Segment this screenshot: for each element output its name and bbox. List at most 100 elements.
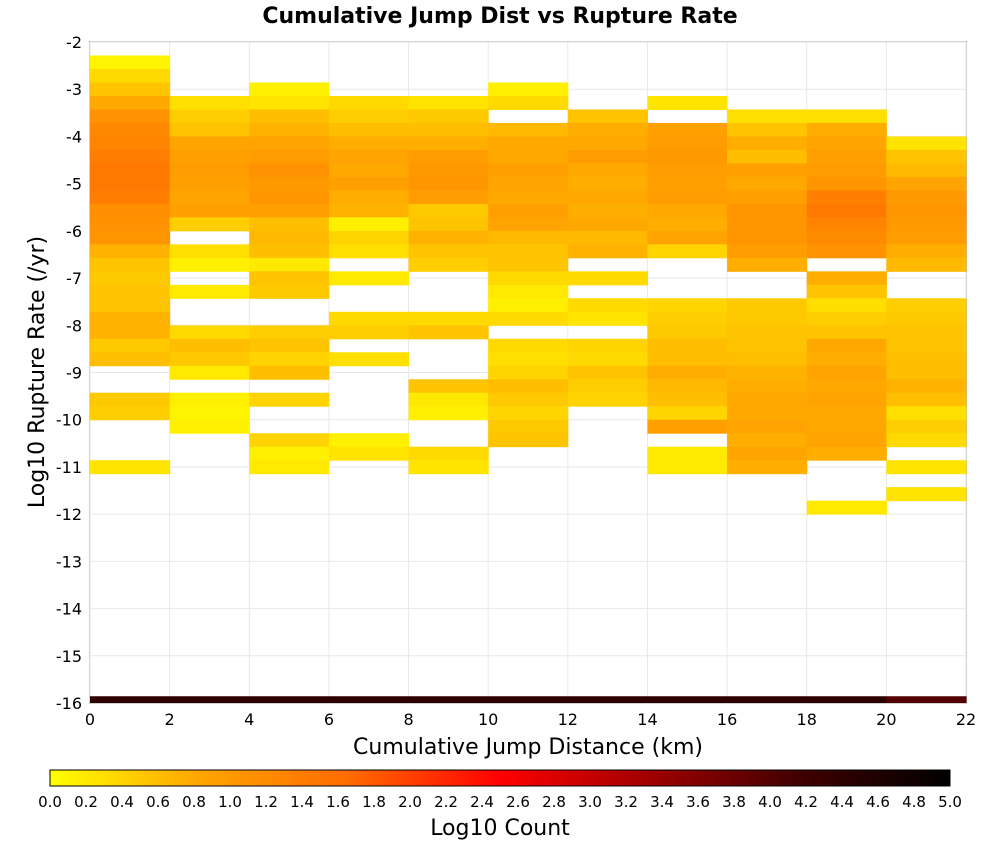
heatmap-cell [488,311,569,326]
x-tick-label: 14 [637,710,657,729]
heatmap-cell [408,122,489,137]
heatmap-cell [647,176,728,191]
heatmap-cell [249,325,330,340]
heatmap-cell [328,244,410,259]
heatmap-cell [169,203,250,218]
x-tick-label: 0 [85,710,95,729]
x-tick-label: 20 [876,710,896,729]
heatmap-cell [90,230,171,245]
heatmap-cell [567,392,648,407]
heatmap-cell [886,190,967,205]
heatmap-cell [567,696,648,703]
heatmap-cell [886,379,967,394]
heatmap-cell [647,244,728,259]
heatmap-cell [328,433,410,448]
colorbar-tick-label: 3.2 [614,793,638,811]
y-tick-label: -2 [66,33,82,52]
heatmap-cell [169,406,250,421]
heatmap-cell [727,298,808,313]
heatmap-cell [567,271,648,286]
heatmap-cell [647,406,728,421]
heatmap-cell [886,338,967,353]
heatmap-cell [249,122,330,137]
heatmap-cell [488,298,569,313]
heatmap-cell [90,203,171,218]
colorbar-tick-label: 1.6 [326,793,350,811]
heatmap-cell [727,392,808,407]
heatmap-cell [249,696,330,703]
heatmap-cell [727,244,808,259]
heatmap-cell [488,163,569,178]
colorbar-tick-label: 4.0 [758,793,782,811]
heatmap-cell [727,203,808,218]
heatmap-cell [647,338,728,353]
heatmap-cell [488,82,569,97]
heatmap-cell [408,460,489,475]
heatmap-cell [647,122,728,137]
heatmap-cell [90,244,171,259]
heatmap-cell [249,82,330,97]
heatmap-cell [806,352,887,367]
colorbar-tick-label: 1.2 [254,793,278,811]
heatmap-cell [567,365,648,380]
heatmap-cell [727,352,808,367]
colorbar-label: Log10 Count [430,816,570,841]
heatmap-cell [90,338,171,353]
colorbar-tick-label: 0.8 [182,793,206,811]
heatmap-cell [90,68,171,83]
heatmap-cell [408,311,489,326]
heatmap-cell [90,460,171,475]
colorbar-tick-label: 1.8 [362,793,386,811]
heatmap-cell [567,217,648,232]
heatmap-cell [886,406,967,421]
heatmap-cell [328,136,410,151]
heatmap-cell [328,446,410,461]
heatmap-cell [328,217,410,232]
colorbar-tick-label: 1.0 [218,793,242,811]
heatmap-cell [886,257,967,272]
heatmap-cell [169,244,250,259]
y-tick-label: -15 [56,647,82,666]
heatmap-cell [567,122,648,137]
heatmap-cell [408,257,489,272]
heatmap-cell [647,419,728,434]
heatmap-cell [886,311,967,326]
heatmap-cell [249,392,330,407]
heatmap-cell [328,311,410,326]
heatmap-cell [408,379,489,394]
heatmap-cell [169,365,250,380]
x-tick-label: 12 [558,710,578,729]
colorbar-tick-label: 2.0 [398,793,422,811]
heatmap-cell [488,217,569,232]
heatmap-cell [408,244,489,259]
heatmap-cell [727,446,808,461]
heatmap-cell [249,217,330,232]
heatmap-cell [806,176,887,191]
heatmap-cell [328,149,410,164]
heatmap-cell [328,190,410,205]
colorbar-tick-label: 0.2 [74,793,98,811]
colorbar-tick-label: 3.8 [722,793,746,811]
y-axis-label: Log10 Rupture Rate (/yr) [25,236,50,508]
heatmap-cell [249,271,330,286]
heatmap-cell [567,190,648,205]
heatmap-cell [806,406,887,421]
colorbar-ticks: 0.0 0.2 0.4 0.6 0.8 1.0 1.2 1.4 1.6 1.8 2.0 2.2 2.4 2… [38,793,962,811]
heatmap-cell [727,365,808,380]
heatmap-cell [806,392,887,407]
colorbar-tick-label: 0.0 [38,793,62,811]
heatmap-cell [647,392,728,407]
heatmap-cell [488,284,569,299]
heatmap-cell [647,298,728,313]
heatmap-cell [488,95,569,110]
heatmap-cell [408,230,489,245]
heatmap-cell [249,203,330,218]
heatmap-cell [169,163,250,178]
heatmap-cell [647,149,728,164]
heatmap-cell [90,176,171,191]
heatmap-cell [249,244,330,259]
heatmap-cell [806,338,887,353]
heatmap-cell [90,696,171,703]
heatmap-cell [886,460,967,475]
heatmap-cell [90,311,171,326]
